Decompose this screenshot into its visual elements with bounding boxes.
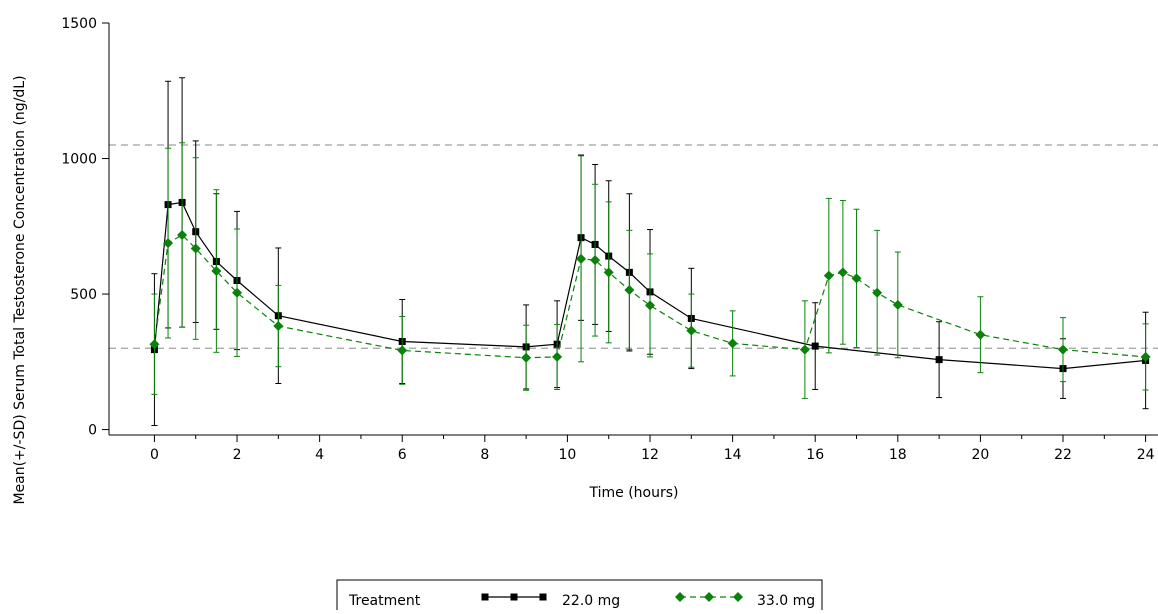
data-point (851, 273, 862, 284)
data-point (837, 267, 848, 278)
data-point (624, 284, 635, 295)
data-series (149, 77, 1151, 427)
legend-swatch-marker (539, 593, 547, 601)
data-point (211, 266, 222, 277)
data-point (163, 238, 174, 249)
data-point (872, 287, 883, 298)
y-tick-label: 1500 (61, 16, 97, 32)
x-tick-label: 4 (315, 447, 324, 463)
x-tick-label: 18 (889, 447, 907, 463)
x-tick-label: 0 (150, 447, 159, 463)
data-point (811, 342, 819, 350)
reference-lines (109, 144, 1158, 349)
legend-swatch-marker (704, 592, 714, 602)
data-point (190, 243, 201, 254)
data-point (823, 270, 834, 281)
data-point (727, 338, 738, 349)
series-line (153, 201, 1146, 370)
data-point (975, 329, 986, 340)
x-tick-label: 24 (1137, 447, 1155, 463)
legend-label: 33.0 mg (757, 593, 815, 609)
x-tick-label: 8 (480, 447, 489, 463)
y-tick-label: 500 (70, 287, 97, 303)
data-point (397, 345, 408, 356)
x-tick-label: 20 (971, 447, 989, 463)
data-point (799, 344, 810, 355)
legend-swatch-marker (675, 592, 685, 602)
data-point (603, 267, 614, 278)
data-point (273, 321, 284, 332)
y-tick-label: 1000 (61, 152, 97, 168)
series-0 (150, 77, 1150, 427)
x-tick-label: 14 (724, 447, 742, 463)
data-point (892, 299, 903, 310)
x-tick-label: 16 (806, 447, 824, 463)
legend-item-1: 33.0 mg (675, 592, 815, 609)
series-1 (149, 142, 1151, 399)
x-tick-label: 10 (559, 447, 577, 463)
legend-items: 22.0 mg 33.0 mg (481, 592, 815, 609)
y-axis-title: Mean(+/-SD) Serum Total Testosterone Con… (12, 75, 28, 504)
data-point (1058, 344, 1069, 355)
legend: Treatment 22.0 mg 33.0 mg (336, 579, 823, 614)
legend-swatch-marker (481, 593, 489, 601)
legend-label: 22.0 mg (562, 593, 620, 609)
data-point (149, 339, 160, 350)
data-point (521, 352, 532, 363)
axes (108, 23, 1158, 436)
x-axis-title: Time (hours) (589, 485, 679, 501)
series-line (153, 234, 1146, 359)
data-point (935, 356, 943, 364)
x-tick-label: 12 (641, 447, 659, 463)
legend-title: Treatment (348, 593, 421, 609)
legend-swatch-marker (510, 593, 518, 601)
data-point (177, 229, 188, 240)
data-point (552, 351, 563, 362)
x-tick-label: 6 (398, 447, 407, 463)
legend-swatch-marker (733, 592, 743, 602)
data-point (576, 253, 587, 264)
legend-item-0: 22.0 mg (481, 593, 620, 609)
data-point (1140, 351, 1151, 362)
data-point (686, 325, 697, 336)
data-point (590, 255, 601, 266)
data-point (645, 300, 656, 311)
data-point (232, 287, 243, 298)
x-tick-label: 22 (1054, 447, 1072, 463)
x-tick-label: 2 (233, 447, 242, 463)
y-tick-label: 0 (88, 423, 97, 439)
